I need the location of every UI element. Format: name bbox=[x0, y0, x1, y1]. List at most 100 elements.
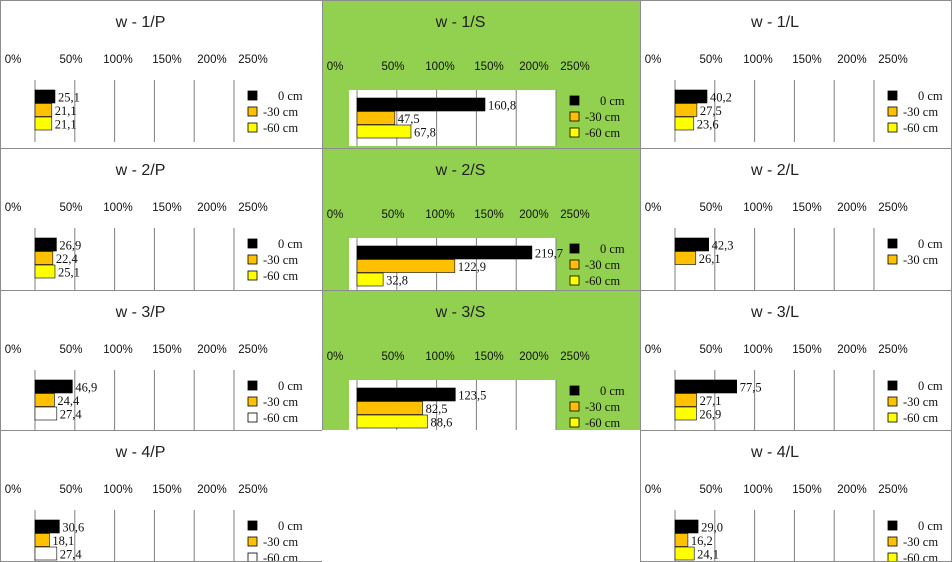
legend-label: -60 cm bbox=[903, 551, 938, 562]
legend-swatch bbox=[247, 122, 258, 133]
bar-chart: w - 3/L 0% 50% 100% 150% 200% 250% 77,5 27,126,9… bbox=[645, 304, 943, 430]
data-label: 40,2 bbox=[710, 91, 732, 105]
legend-swatch bbox=[569, 259, 580, 270]
tick-label: 250% bbox=[878, 344, 907, 356]
tick-label: 200% bbox=[197, 202, 226, 214]
data-label: 47,5 bbox=[398, 112, 420, 126]
data-label: 22,4 bbox=[56, 252, 79, 266]
tick-label: 150% bbox=[152, 54, 181, 66]
tick-label: 200% bbox=[519, 61, 548, 73]
tick-label: 50% bbox=[699, 54, 722, 66]
bar bbox=[356, 387, 456, 402]
legend-label: -30 cm bbox=[903, 253, 938, 267]
bar bbox=[34, 264, 56, 279]
legend-swatch bbox=[247, 90, 258, 101]
tick-label: 0% bbox=[645, 202, 662, 214]
tick-label: 50% bbox=[59, 484, 82, 496]
legend-swatch bbox=[247, 238, 258, 249]
tick-label: 250% bbox=[878, 202, 907, 214]
bar bbox=[674, 237, 709, 252]
data-label: 27,4 bbox=[60, 408, 83, 422]
legend-swatch bbox=[887, 106, 898, 117]
bar bbox=[34, 406, 58, 421]
chart-panel: w - 1/S 0% 50% 100% 150% 200% 250% 160,8 47,5 67,… bbox=[322, 0, 641, 149]
chart-panel: w - 3/P 0% 50% 100% 150% 200% 250% 46,9 24,4 27,4… bbox=[0, 290, 323, 431]
tick-label: 200% bbox=[197, 54, 226, 66]
legend-swatch bbox=[569, 95, 580, 106]
tick-label: 150% bbox=[792, 484, 821, 496]
legend-swatch bbox=[569, 111, 580, 122]
tick-label: 250% bbox=[560, 351, 589, 363]
data-label: 42,3 bbox=[712, 239, 734, 253]
tick-label: 100% bbox=[743, 344, 772, 356]
chart-title: w - 2/P bbox=[115, 162, 166, 179]
legend-label: 0 cm bbox=[278, 519, 303, 533]
tick-label: 0% bbox=[645, 54, 662, 66]
legend-label: -60 cm bbox=[263, 411, 298, 425]
bar bbox=[356, 272, 384, 287]
bar bbox=[34, 546, 58, 561]
legend-label: -30 cm bbox=[903, 395, 938, 409]
bar-chart: w - 3/S 0% 50% 100% 150% 200% 250% 123,5 82,588,… bbox=[327, 304, 625, 430]
legend-swatch bbox=[887, 122, 898, 133]
legend-label: 0 cm bbox=[918, 237, 943, 251]
tick-label: 250% bbox=[238, 344, 267, 356]
bar-chart: w - 2/L 0% 50% 100% 150% 200% 250% 42,326,1 0 cm… bbox=[645, 162, 943, 290]
legend-label: -60 cm bbox=[263, 269, 298, 283]
data-label: 21,1 bbox=[55, 118, 77, 132]
tick-label: 200% bbox=[197, 484, 226, 496]
chart-panel: w - 2/P 0% 50% 100% 150% 200% 250% 26,9 22,4 25,1… bbox=[0, 148, 323, 291]
legend-label: -30 cm bbox=[903, 105, 938, 119]
data-label: 27,1 bbox=[700, 394, 722, 408]
data-label: 24,4 bbox=[57, 394, 80, 408]
data-label: 122,9 bbox=[458, 260, 486, 274]
tick-label: 250% bbox=[560, 61, 589, 73]
chart-title: w - 4/P bbox=[115, 444, 166, 461]
tick-label: 250% bbox=[238, 484, 267, 496]
legend-swatch bbox=[569, 417, 580, 428]
chart-title: w - 3/S bbox=[435, 304, 486, 321]
chart-panel: w - 4/L 0% 50% 100% 150% 200% 250% 29,0 16,2 24,1… bbox=[640, 430, 952, 562]
legend-label: 0 cm bbox=[278, 379, 303, 393]
bar bbox=[34, 251, 54, 265]
data-label: 82,5 bbox=[426, 402, 448, 416]
tick-label: 100% bbox=[743, 202, 772, 214]
empty-panel bbox=[322, 430, 641, 562]
bar bbox=[34, 379, 73, 394]
tick-label: 50% bbox=[381, 351, 404, 363]
tick-label: 100% bbox=[425, 61, 454, 73]
legend-swatch bbox=[887, 412, 898, 423]
legend-swatch bbox=[247, 536, 258, 547]
tick-label: 0% bbox=[5, 202, 22, 214]
data-label: 21,1 bbox=[55, 104, 77, 118]
bar bbox=[34, 519, 60, 534]
chart-panel: w - 4/P 0% 50% 100% 150% 200% 250% 30,6 18,1 27,4… bbox=[0, 430, 323, 562]
bar-chart: w - 1/S 0% 50% 100% 150% 200% 250% 160,8 47,567,… bbox=[327, 14, 625, 146]
legend-swatch bbox=[247, 380, 258, 391]
data-label: 88,6 bbox=[431, 416, 453, 430]
legend-swatch bbox=[887, 536, 898, 547]
chart-title: w - 2/S bbox=[435, 162, 486, 179]
legend-label: -60 cm bbox=[903, 121, 938, 135]
bar bbox=[356, 414, 428, 429]
tick-label: 250% bbox=[238, 54, 267, 66]
chart-panel: w - 3/L 0% 50% 100% 150% 200% 250% 77,5 27,1 26,9… bbox=[640, 290, 952, 431]
chart-panel: w - 2/S 0% 50% 100% 150% 200% 250% 219,7 122,9 32… bbox=[322, 148, 641, 291]
tick-label: 150% bbox=[792, 54, 821, 66]
bar bbox=[674, 103, 698, 117]
legend-label: 0 cm bbox=[918, 519, 943, 533]
data-label: 23,6 bbox=[697, 118, 719, 132]
data-label: 26,9 bbox=[699, 408, 721, 422]
legend-label: -60 cm bbox=[263, 551, 298, 562]
legend-swatch bbox=[887, 552, 898, 561]
tick-label: 150% bbox=[792, 202, 821, 214]
data-label: 32,8 bbox=[386, 274, 408, 288]
legend-swatch bbox=[887, 254, 898, 265]
data-label: 16,2 bbox=[691, 534, 713, 548]
tick-label: 0% bbox=[645, 484, 662, 496]
tick-label: 0% bbox=[5, 54, 22, 66]
legend-label: -60 cm bbox=[585, 126, 620, 140]
legend-label: -30 cm bbox=[263, 535, 298, 549]
tick-label: 250% bbox=[238, 202, 267, 214]
